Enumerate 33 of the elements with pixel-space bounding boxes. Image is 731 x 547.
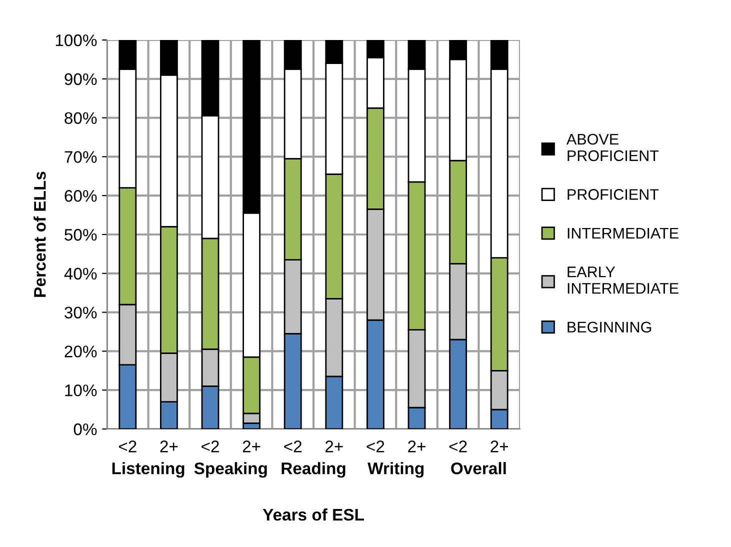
y-tick-label: 0% xyxy=(74,423,97,436)
x-tick-label: 2+ xyxy=(490,440,508,452)
x-tick-label: 2+ xyxy=(242,440,260,452)
legend-label: EARLY INTERMEDIATE xyxy=(568,266,678,294)
text: Reading xyxy=(282,462,346,478)
y-tick-label: 80% xyxy=(64,112,97,124)
x-tick-label: 2+ xyxy=(325,440,343,452)
x-tick-label: <2 xyxy=(202,440,219,452)
x-tick-label: 2+ xyxy=(408,440,426,452)
y-axis-title: Percent of ELLs xyxy=(34,172,46,297)
text: Overall xyxy=(451,462,506,474)
legend-label: INTERMEDIATE xyxy=(568,228,678,238)
x-tick-label: 2+ xyxy=(160,440,178,452)
legend-label: ABOVE PROFICIENT xyxy=(566,134,659,162)
y-tick-label: 20% xyxy=(64,346,97,358)
y-tick-label: 100% xyxy=(56,34,97,46)
y-tick-label: 50% xyxy=(64,228,97,241)
x-tick-label: <2 xyxy=(284,440,302,452)
legend-label: BEGINNING xyxy=(568,322,652,333)
text: Speaking xyxy=(194,462,267,478)
legend-label: PROFICIENT xyxy=(568,189,659,200)
y-tick-label: 40% xyxy=(64,268,97,280)
y-tick-label: 60% xyxy=(64,190,97,202)
x-axis-title: Years of ESL xyxy=(262,508,364,521)
x-tick-label: <2 xyxy=(366,440,384,452)
text: Writing xyxy=(368,462,424,478)
x-tick-label: <2 xyxy=(449,440,467,452)
text: Listening xyxy=(112,462,184,478)
y-tick-label: 10% xyxy=(65,384,97,396)
y-tick-label: 30% xyxy=(64,306,97,319)
y-tick-label: 70% xyxy=(64,151,97,163)
y-tick-label: 90% xyxy=(64,73,97,86)
x-tick-label: <2 xyxy=(118,440,136,452)
